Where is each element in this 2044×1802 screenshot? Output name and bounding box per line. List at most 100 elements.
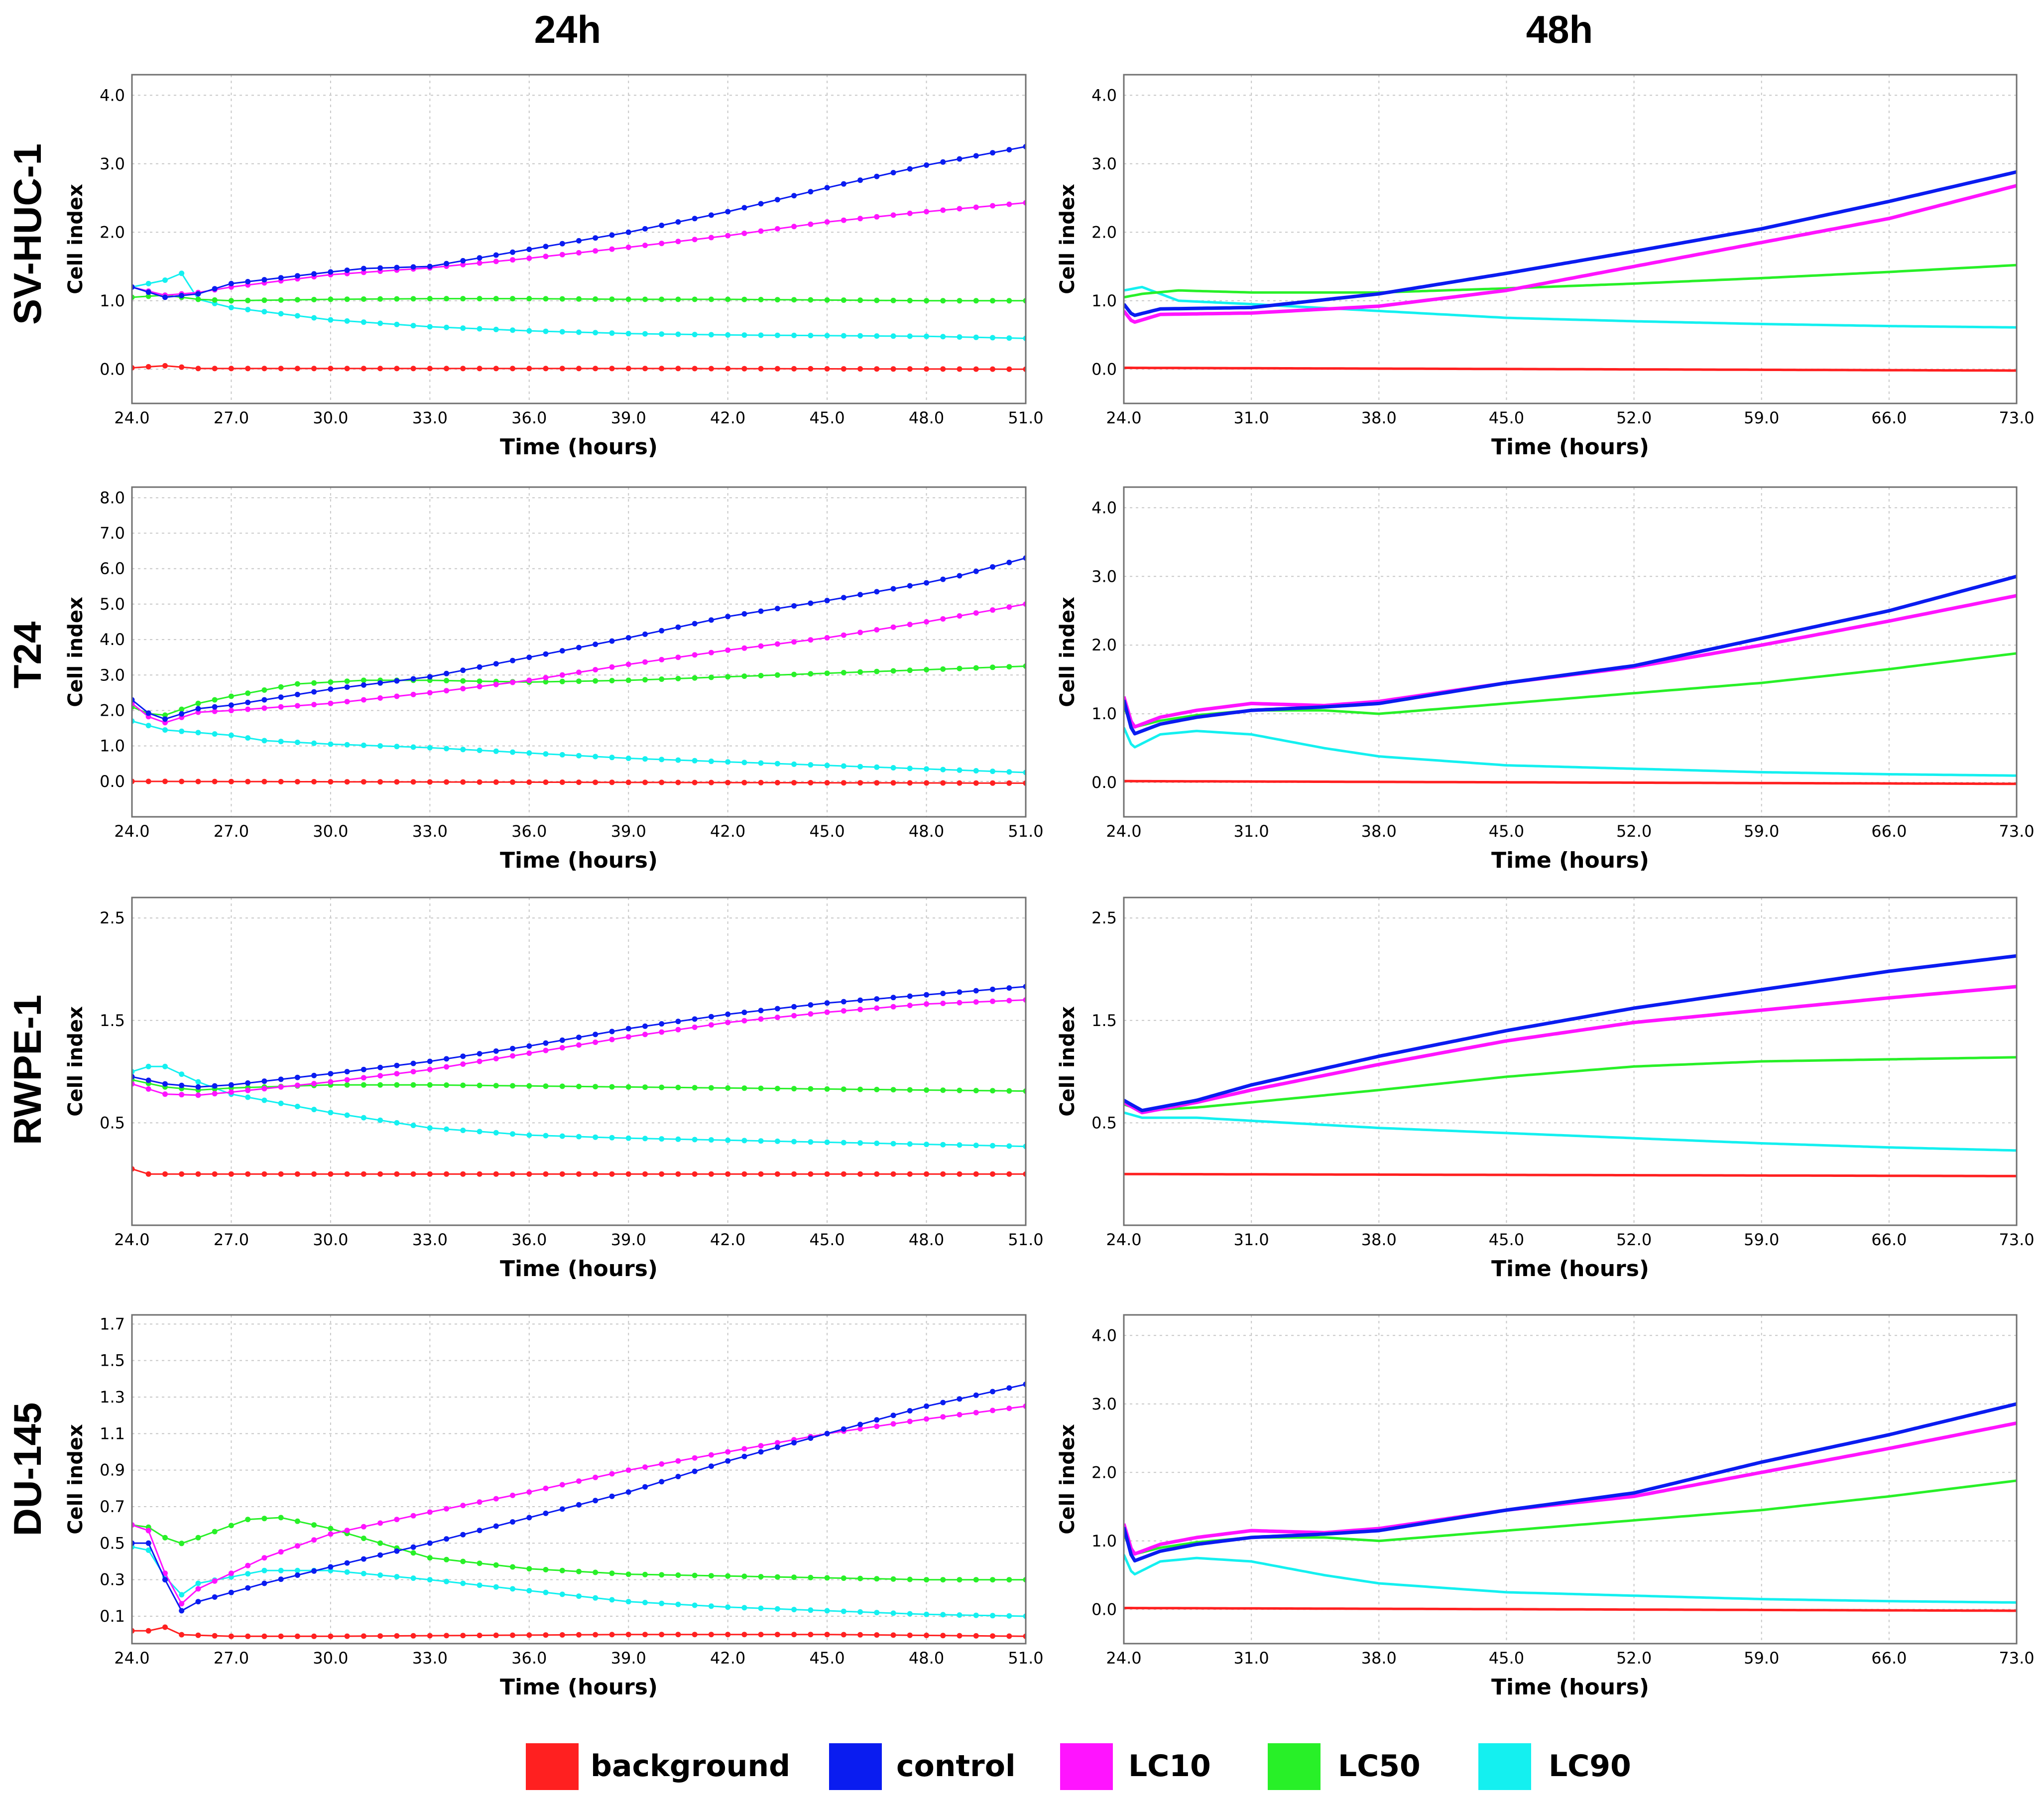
data-point-lc50 xyxy=(460,1558,466,1564)
data-point-lc50 xyxy=(510,1083,515,1089)
data-point-control xyxy=(708,617,714,623)
data-point-lc90 xyxy=(344,1112,350,1118)
data-point-control xyxy=(179,1082,185,1088)
data-point-lc10 xyxy=(625,661,631,667)
x-tick-label: 39.0 xyxy=(611,1649,646,1668)
data-point-background xyxy=(377,1633,383,1639)
data-point-control xyxy=(212,704,218,710)
legend-label-background: background xyxy=(591,1749,790,1784)
data-point-lc10 xyxy=(725,233,731,239)
data-point-control xyxy=(791,193,797,199)
data-point-lc10 xyxy=(874,214,880,220)
data-point-control xyxy=(510,1519,515,1525)
data-point-background xyxy=(543,1171,549,1177)
data-point-lc90 xyxy=(625,331,631,337)
data-point-lc90 xyxy=(195,1079,201,1085)
data-point-lc50 xyxy=(824,670,830,676)
data-point-control xyxy=(493,1048,499,1054)
data-point-lc90 xyxy=(924,1142,930,1148)
data-point-control xyxy=(195,706,201,712)
data-point-control xyxy=(808,600,814,606)
data-point-control xyxy=(444,1056,450,1062)
data-point-control xyxy=(261,1078,267,1084)
data-point-lc10 xyxy=(394,693,400,699)
data-point-lc90 xyxy=(278,1567,284,1573)
data-point-lc90 xyxy=(261,738,267,744)
data-point-control xyxy=(791,603,797,609)
data-point-control xyxy=(593,1031,599,1037)
x-tick-label: 52.0 xyxy=(1616,822,1652,841)
data-point-control xyxy=(212,1594,218,1600)
data-point-lc50 xyxy=(261,297,267,303)
data-point-lc90 xyxy=(841,1140,846,1146)
data-point-lc90 xyxy=(526,328,532,334)
data-point-background xyxy=(195,1171,201,1177)
data-point-lc90 xyxy=(890,1610,896,1616)
data-point-lc10 xyxy=(990,203,995,209)
data-point-lc90 xyxy=(261,1097,267,1103)
data-point-background xyxy=(857,1171,863,1177)
x-tick-label: 31.0 xyxy=(1234,1649,1269,1668)
data-point-control xyxy=(659,1479,665,1485)
data-point-lc90 xyxy=(692,332,698,338)
row-title-sv-huc-1: SV-HUC-1 xyxy=(5,143,49,325)
data-point-background xyxy=(212,1171,218,1177)
data-point-lc50 xyxy=(741,296,747,302)
data-point-lc50 xyxy=(1006,1088,1012,1094)
data-point-background xyxy=(973,1171,979,1177)
data-point-lc10 xyxy=(924,209,930,215)
data-point-lc10 xyxy=(824,219,830,225)
y-axis-label: Cell index xyxy=(64,1424,87,1535)
data-point-lc10 xyxy=(890,212,896,218)
y-tick-label: 0.0 xyxy=(100,772,125,791)
data-point-lc90 xyxy=(708,1137,714,1143)
data-point-control xyxy=(940,1400,946,1406)
data-point-background xyxy=(477,1171,482,1177)
y-tick-label: 2.0 xyxy=(1091,223,1117,242)
y-tick-label: 0.0 xyxy=(1091,1600,1117,1619)
data-point-lc90 xyxy=(758,1138,764,1144)
data-point-lc50 xyxy=(890,668,896,674)
data-point-control xyxy=(675,1474,681,1479)
data-point-lc10 xyxy=(245,1562,251,1568)
data-point-lc10 xyxy=(460,686,466,692)
data-point-background xyxy=(1006,366,1012,372)
data-point-control xyxy=(162,716,168,722)
data-point-background xyxy=(278,366,284,372)
x-tick-label: 30.0 xyxy=(313,1230,348,1249)
data-point-control xyxy=(725,1011,731,1017)
data-point-background xyxy=(493,1171,499,1177)
series-group xyxy=(132,1381,1026,1639)
chart-sv-huc-1-48h: 24.0 31.0 38.0 45.0 52.0 59.0 66.0 73.0 0.0 1.0 2.… xyxy=(1056,74,2035,460)
data-point-lc50 xyxy=(444,678,450,683)
data-point-lc90 xyxy=(543,1133,549,1139)
data-point-lc10 xyxy=(791,639,797,645)
data-point-background xyxy=(659,779,665,785)
chart-sv-huc-1-24h: 24.0 27.0 30.0 33.0 36.0 39.0 42.0 45.0 48.0 51.0… xyxy=(64,74,1044,460)
data-point-background xyxy=(294,1171,300,1177)
data-point-lc90 xyxy=(427,745,433,751)
row-title-t24: T24 xyxy=(5,622,49,688)
x-tick-label: 42.0 xyxy=(710,1649,745,1668)
data-point-lc50 xyxy=(692,296,698,302)
data-point-lc90 xyxy=(824,1139,830,1145)
data-point-lc90 xyxy=(576,1134,582,1140)
data-point-lc50 xyxy=(609,1084,615,1090)
data-point-control xyxy=(973,988,979,994)
x-tick-label: 51.0 xyxy=(1008,1230,1043,1249)
data-point-control xyxy=(625,229,631,235)
data-point-background xyxy=(675,1632,681,1638)
data-point-lc90 xyxy=(741,760,747,766)
data-point-lc10 xyxy=(907,210,913,216)
data-point-control xyxy=(410,264,416,270)
data-point-lc90 xyxy=(874,764,880,770)
data-point-lc50 xyxy=(228,1523,234,1529)
data-point-control xyxy=(659,223,665,228)
data-point-background xyxy=(245,1633,251,1639)
data-point-background xyxy=(890,366,896,372)
data-point-lc50 xyxy=(609,1570,615,1576)
data-point-lc10 xyxy=(973,1410,979,1416)
data-point-lc50 xyxy=(907,667,913,673)
data-point-background xyxy=(261,1633,267,1639)
data-point-lc90 xyxy=(593,330,599,336)
